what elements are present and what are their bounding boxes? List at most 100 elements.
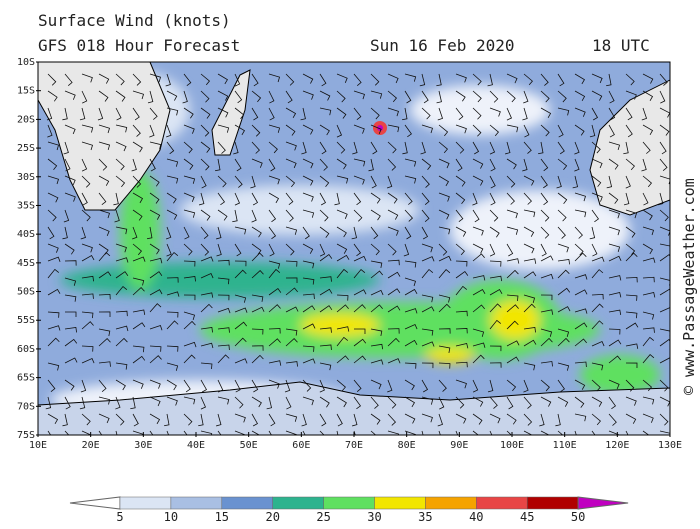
- wind-barb: [540, 309, 554, 315]
- wind-barb: [98, 192, 107, 206]
- wind-barb: [251, 209, 257, 223]
- wind-barb: [387, 288, 401, 296]
- wind-barb: [115, 362, 128, 370]
- wind-barb: [251, 430, 260, 435]
- wind-barb: [334, 192, 340, 206]
- wind-barb: [336, 336, 349, 347]
- wind-barb: [336, 294, 349, 301]
- wind-band: [60, 262, 380, 298]
- wind-barb: [319, 124, 330, 136]
- wind-barb: [319, 243, 326, 257]
- wind-barb: [608, 328, 621, 335]
- lat-label: 25S: [17, 143, 35, 154]
- wind-barb: [591, 158, 603, 169]
- wind-barb: [132, 226, 138, 240]
- wind-barb: [472, 90, 482, 103]
- wind-barb: [81, 141, 94, 151]
- wind-barb: [62, 107, 68, 121]
- wind-barb: [200, 379, 208, 393]
- wind-barb: [217, 141, 226, 154]
- wind-barb: [523, 294, 536, 303]
- wind-barb: [523, 339, 537, 347]
- wind-barb: [591, 379, 601, 392]
- wind-barb: [489, 158, 496, 172]
- wind-barb: [149, 396, 161, 407]
- wind-barb: [505, 141, 511, 155]
- lat-label: 60S: [17, 344, 35, 355]
- wind-barb: [132, 345, 145, 353]
- wind-barb: [98, 226, 110, 237]
- wind-barb: [591, 73, 603, 84]
- legend-label: 45: [520, 510, 534, 524]
- wind-barb: [353, 158, 366, 167]
- wind-barb: [540, 243, 547, 257]
- wind-barb: [540, 226, 550, 239]
- wind-barb: [79, 107, 86, 121]
- wind-barb: [251, 107, 259, 121]
- wind-barb: [166, 396, 178, 406]
- wind-barb: [421, 413, 433, 423]
- wind-barb: [421, 175, 430, 188]
- wind-barb: [302, 305, 316, 313]
- wind-barb: [268, 90, 275, 104]
- wind-barb: [642, 311, 655, 320]
- wind-barb: [47, 362, 60, 371]
- wind-barb: [319, 327, 332, 333]
- wind-barb: [251, 306, 265, 313]
- wind-barb: [659, 73, 668, 86]
- date: Sun 16 Feb 2020: [370, 36, 515, 55]
- wind-barb: [285, 277, 298, 283]
- wind-barb: [164, 413, 170, 427]
- wind-barb: [608, 275, 622, 281]
- wind-barb: [506, 107, 513, 121]
- wind-barb: [47, 175, 60, 185]
- wind-barb: [251, 124, 261, 137]
- wind-barb: [589, 226, 596, 240]
- wind-barb: [98, 271, 112, 279]
- wind-barb: [472, 275, 486, 281]
- wind-barb: [557, 124, 564, 138]
- wind-barb: [523, 413, 533, 426]
- wind-barb: [353, 328, 366, 335]
- wind-barb: [623, 192, 630, 206]
- wind-barb: [200, 362, 213, 370]
- lon-label: 50E: [240, 440, 258, 451]
- wind-barb: [404, 323, 418, 330]
- wind-barb: [591, 269, 604, 279]
- wind-barb: [47, 73, 57, 86]
- wind-barb: [572, 175, 579, 189]
- lon-label: 30E: [134, 440, 152, 451]
- wind-barb: [149, 141, 162, 150]
- lat-label: 15S: [17, 86, 35, 97]
- wind-barb: [149, 73, 162, 83]
- wind-barb: [591, 303, 604, 313]
- wind-barb: [421, 243, 433, 253]
- wind-barb: [149, 209, 161, 220]
- lat-label: 10S: [17, 57, 35, 68]
- wind-barb: [421, 226, 429, 240]
- wind-barb: [182, 90, 188, 104]
- wind-barb: [302, 293, 315, 300]
- legend-swatch: [425, 496, 477, 510]
- wind-barb: [387, 226, 399, 236]
- wind-barb: [455, 310, 468, 317]
- wind-barb: [438, 158, 450, 169]
- wind-barb: [81, 345, 94, 352]
- wind-barb: [574, 322, 588, 330]
- wind-barb: [251, 379, 259, 393]
- lon-label: 100E: [500, 440, 524, 451]
- wind-barb: [421, 90, 429, 104]
- wind-barb: [370, 124, 382, 135]
- wind-barb: [64, 327, 77, 333]
- wind-barb: [97, 107, 104, 121]
- wind-barb: [608, 209, 620, 219]
- wind-barb: [402, 107, 408, 121]
- wind-barb: [132, 124, 141, 137]
- wind-barb: [251, 73, 259, 87]
- wind-barb: [183, 294, 196, 301]
- wind-barb: [166, 430, 169, 435]
- wind-barb: [659, 209, 669, 222]
- wind-barb: [183, 413, 193, 426]
- wind-barb: [370, 226, 379, 240]
- wind-barb: [387, 396, 397, 409]
